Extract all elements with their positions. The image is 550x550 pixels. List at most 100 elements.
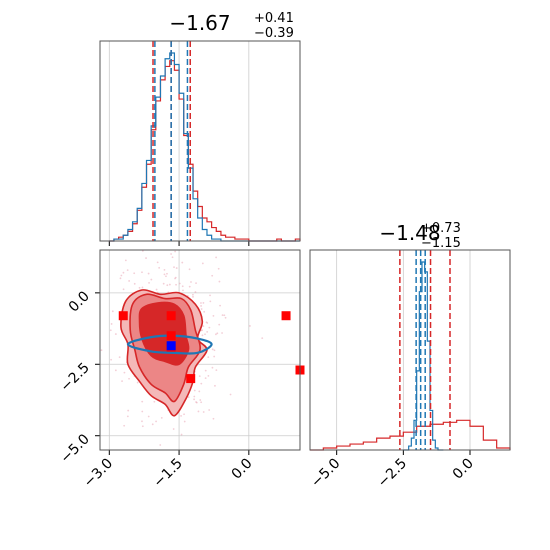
scatter-point (122, 271, 125, 274)
scatter-point (223, 314, 226, 317)
scatter-point (202, 411, 205, 413)
blue-contour (126, 334, 213, 355)
truth-marker-red (281, 311, 291, 321)
scatter-point (133, 272, 136, 275)
scatter-point (218, 280, 221, 283)
scatter-point (200, 302, 202, 304)
joint-contour-param1-param2: −3.0 −1.5 0.0 0.0 −2.5 −5.0 (57, 249, 305, 491)
scatter-point (168, 283, 171, 286)
scatter-point (209, 294, 211, 297)
scatter-point (138, 286, 141, 289)
histogram-blue (109, 52, 300, 242)
scatter-point (141, 410, 144, 413)
scatter-point (193, 398, 195, 401)
title-median: −1.48 (379, 221, 440, 245)
quantile-lines (152, 41, 191, 241)
scatter-point (193, 395, 196, 398)
scatter-point (200, 401, 203, 404)
scatter-point (213, 355, 216, 358)
scatter-point (163, 273, 166, 276)
scatter-point (158, 266, 161, 269)
truth-marker-red (166, 311, 176, 321)
scatter-point (150, 278, 153, 281)
scatter-point (221, 332, 223, 334)
x-tick-labels: −5.0 −2.5 0.0 (308, 456, 477, 491)
scatter-point (202, 325, 205, 328)
scatter-point (203, 310, 206, 313)
scatter-point (249, 325, 251, 327)
x-tick-label: −5.0 (308, 456, 343, 491)
scatter-point (133, 282, 136, 285)
scatter-point (198, 390, 201, 393)
scatter-point (166, 284, 169, 287)
scatter-point (180, 433, 183, 436)
scatter-point (110, 358, 113, 361)
scatter-point (153, 400, 156, 403)
scatter-point (207, 375, 210, 377)
scatter-point (126, 269, 129, 272)
axes-frame (309, 249, 511, 451)
scatter-point (212, 417, 215, 420)
scatter-point (208, 409, 211, 411)
scatter-point (195, 401, 197, 403)
scatter-point (155, 288, 158, 291)
scatter-point (181, 261, 184, 264)
scatter-point (209, 300, 212, 303)
scatter-point (141, 286, 144, 289)
scatter-point (181, 285, 184, 288)
scatter-point (200, 305, 202, 307)
scatter-point (224, 316, 227, 319)
scatter-point (155, 420, 157, 423)
truth-marker-blue (166, 341, 176, 351)
truth-marker-red (166, 331, 176, 341)
truth-marker-red (186, 374, 196, 384)
scatter-point (151, 423, 154, 426)
marginal-histogram-param1: −1.67 +0.41 −0.39 (99, 11, 301, 246)
truth-marker-red (118, 311, 128, 321)
scatter-point (221, 314, 224, 316)
scatter-point (204, 377, 207, 380)
scatter-point (174, 277, 176, 280)
y-tick-label: −2.5 (57, 360, 92, 395)
scatter-point (128, 377, 130, 380)
scatter-point (215, 333, 217, 336)
scatter-point (159, 444, 162, 446)
scatter-point (207, 356, 210, 359)
scatter-point (118, 356, 121, 359)
scatter-point (204, 333, 206, 336)
title-lower-error: −0.39 (254, 26, 294, 41)
scatter-point (194, 291, 197, 293)
scatter-point (211, 274, 214, 277)
scatter-point (162, 282, 165, 285)
scatter-point (123, 371, 126, 374)
scatter-point (261, 337, 264, 339)
scatter-point (192, 295, 194, 298)
scatter-point (121, 380, 123, 383)
scatter-point (128, 280, 131, 282)
x-tick-label: −1.5 (151, 456, 186, 491)
axes-frame (99, 40, 301, 242)
scatter-point (178, 282, 181, 285)
histogram-series (109, 52, 301, 242)
title-upper-error: +0.41 (254, 11, 294, 26)
scatter-point (217, 267, 220, 270)
scatter-point (193, 389, 196, 392)
title-lower-error: −1.15 (421, 236, 461, 251)
scatter-point (206, 330, 209, 333)
y-tick-labels: 0.0 −2.5 −5.0 (57, 288, 92, 466)
scatter-point (122, 288, 125, 291)
scatter-point (199, 399, 202, 401)
scatter-point (124, 259, 127, 262)
red-contour-inner (138, 301, 190, 366)
scatter-point (111, 310, 114, 313)
scatter-point (215, 256, 218, 259)
scatter-point (201, 262, 204, 265)
scatter-point (175, 283, 177, 286)
panel-title-param2: −1.48 (379, 221, 440, 245)
scatter-point (114, 333, 117, 335)
scatter-point (109, 329, 112, 332)
scatter-point (211, 348, 214, 351)
scatter-point (160, 416, 163, 419)
scatter-point (206, 322, 209, 324)
scatter-point (183, 413, 185, 416)
